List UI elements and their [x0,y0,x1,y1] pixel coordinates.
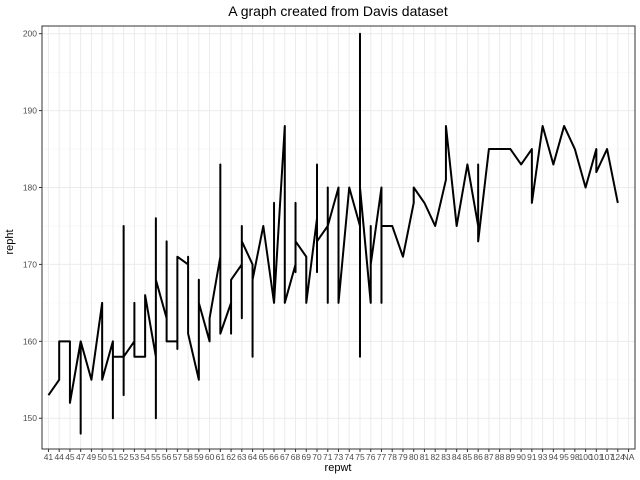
y-tick-label: 150 [23,413,37,423]
x-tick-label: 55 [151,452,161,462]
y-tick-label: 170 [23,259,37,269]
x-tick-label: 61 [216,452,226,462]
x-tick-label: 73 [334,452,344,462]
x-tick-label: 83 [441,452,451,462]
x-tick-label: 84 [452,452,462,462]
y-tick-label: 190 [23,106,37,116]
y-axis-title: repht [4,229,16,254]
x-tick-label: NA [623,452,635,462]
y-tick-label: 160 [23,336,37,346]
x-tick-label: 59 [194,452,204,462]
x-tick-label: 93 [538,452,548,462]
x-tick-label: 85 [463,452,473,462]
x-tick-label: 91 [527,452,537,462]
x-tick-label: 49 [87,452,97,462]
x-tick-label: 75 [355,452,365,462]
x-tick-label: 51 [108,452,118,462]
x-tick-label: 81 [420,452,430,462]
x-tick-label: 82 [430,452,440,462]
y-tick-label: 180 [23,183,37,193]
x-tick-label: 98 [570,452,580,462]
x-tick-label: 47 [76,452,86,462]
series-line [47,32,619,435]
x-tick-label: 100 [578,452,592,462]
y-tick-label: 200 [23,29,37,39]
x-tick-label: 76 [366,452,376,462]
x-tick-label: 77 [377,452,387,462]
x-tick-label: 74 [345,452,355,462]
x-tick-label: 78 [387,452,397,462]
x-tick-label: 80 [409,452,419,462]
x-tick-label: 95 [559,452,569,462]
x-tick-label: 88 [495,452,505,462]
x-tick-label: 124 [611,452,625,462]
x-tick-label: 60 [205,452,215,462]
x-tick-label: 57 [173,452,183,462]
x-axis-ticks: 41 44 45 47 49 50 51 52 53 54 55 56 57 58 59 60 61 62 63 64… [44,449,635,462]
x-tick-label: 94 [549,452,559,462]
x-tick-label: 56 [162,452,172,462]
x-tick-label: 41 [44,452,54,462]
x-tick-label: 54 [140,452,150,462]
x-tick-label: 87 [484,452,494,462]
chart-title: A graph created from Davis dataset [228,3,448,19]
x-tick-label: 68 [291,452,301,462]
x-tick-label: 58 [183,452,193,462]
x-tick-label: 90 [516,452,526,462]
x-tick-label: 53 [130,452,140,462]
y-axis-ticks: 150 160 170 180 190 200 [23,29,42,423]
x-tick-label: 70 [312,452,322,462]
x-tick-label: 107 [600,452,614,462]
x-axis-title: repwt [325,462,352,474]
x-tick-label: 66 [269,452,279,462]
x-tick-label: 67 [280,452,290,462]
x-tick-label: 89 [506,452,516,462]
x-tick-label: 69 [302,452,312,462]
x-tick-label: 65 [259,452,269,462]
x-tick-label: 52 [119,452,129,462]
x-tick-label: 63 [237,452,247,462]
x-tick-label: 62 [226,452,236,462]
x-tick-label: 45 [65,452,75,462]
x-tick-label: 101 [589,452,603,462]
x-tick-label: 71 [323,452,333,462]
x-tick-label: 64 [248,452,258,462]
x-tick-label: 50 [97,452,107,462]
x-tick-label: 79 [398,452,408,462]
x-tick-label: 86 [473,452,483,462]
x-tick-label: 44 [54,452,64,462]
